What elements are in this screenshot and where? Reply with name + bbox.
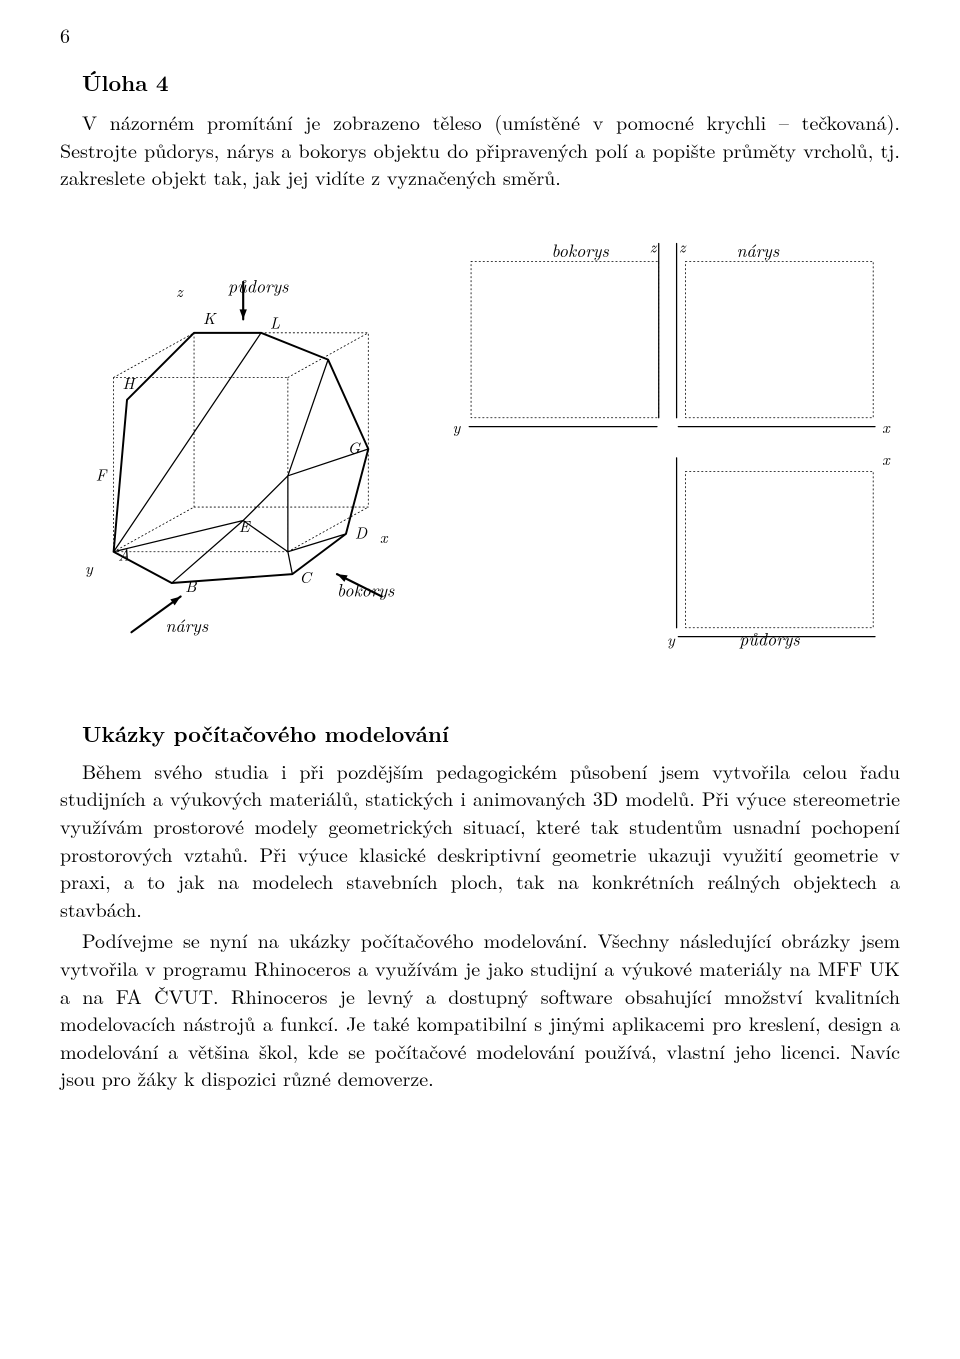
svg-text:F: F [96,462,108,485]
figure-block: A B C D G L K H F Ez y x půdorys nárys bokorys bokorys z… [60,209,900,694]
svg-text:z: z [650,234,658,257]
svg-text:B: B [185,574,197,597]
figure-svg: A B C D G L K H F Ez y x půdorys nárys bokorys bokorys z… [60,209,900,689]
svg-text:C: C [299,565,313,588]
svg-text:K: K [203,306,217,329]
svg-text:D: D [355,520,368,543]
svg-text:y: y [667,627,676,650]
svg-text:x: x [882,415,891,438]
task-body: V názorném promítání je zobrazeno těleso… [60,108,900,191]
svg-text:A: A [118,542,130,565]
svg-text:x: x [882,447,891,470]
svg-text:y: y [85,556,94,579]
svg-text:z: z [176,279,184,302]
svg-text:nárys: nárys [736,238,779,263]
svg-text:půdorys: půdorys [228,273,289,298]
svg-text:nárys: nárys [165,613,208,638]
page-number: 6 [60,20,900,49]
svg-text:y: y [453,415,462,438]
svg-text:půdorys: půdorys [739,626,800,651]
svg-text:H: H [123,371,137,394]
modeling-p1: Během svého studia i při pozdějším pedag… [60,757,900,923]
svg-text:E: E [239,514,251,537]
svg-text:z: z [679,234,687,257]
document-page: 6 Úloha 4 V názorném promítání je zobraz… [0,0,960,1132]
svg-text:G: G [348,435,362,458]
svg-text:L: L [270,310,281,333]
svg-text:x: x [380,525,389,548]
modeling-title: Ukázky počítačového modelování [60,718,900,749]
modeling-p2: Podívejme se nyní na ukázky počítačového… [60,926,900,1092]
task-title: Úloha 4 [60,67,900,98]
svg-text:bokorys: bokorys [337,577,395,602]
svg-text:bokorys: bokorys [551,238,609,263]
